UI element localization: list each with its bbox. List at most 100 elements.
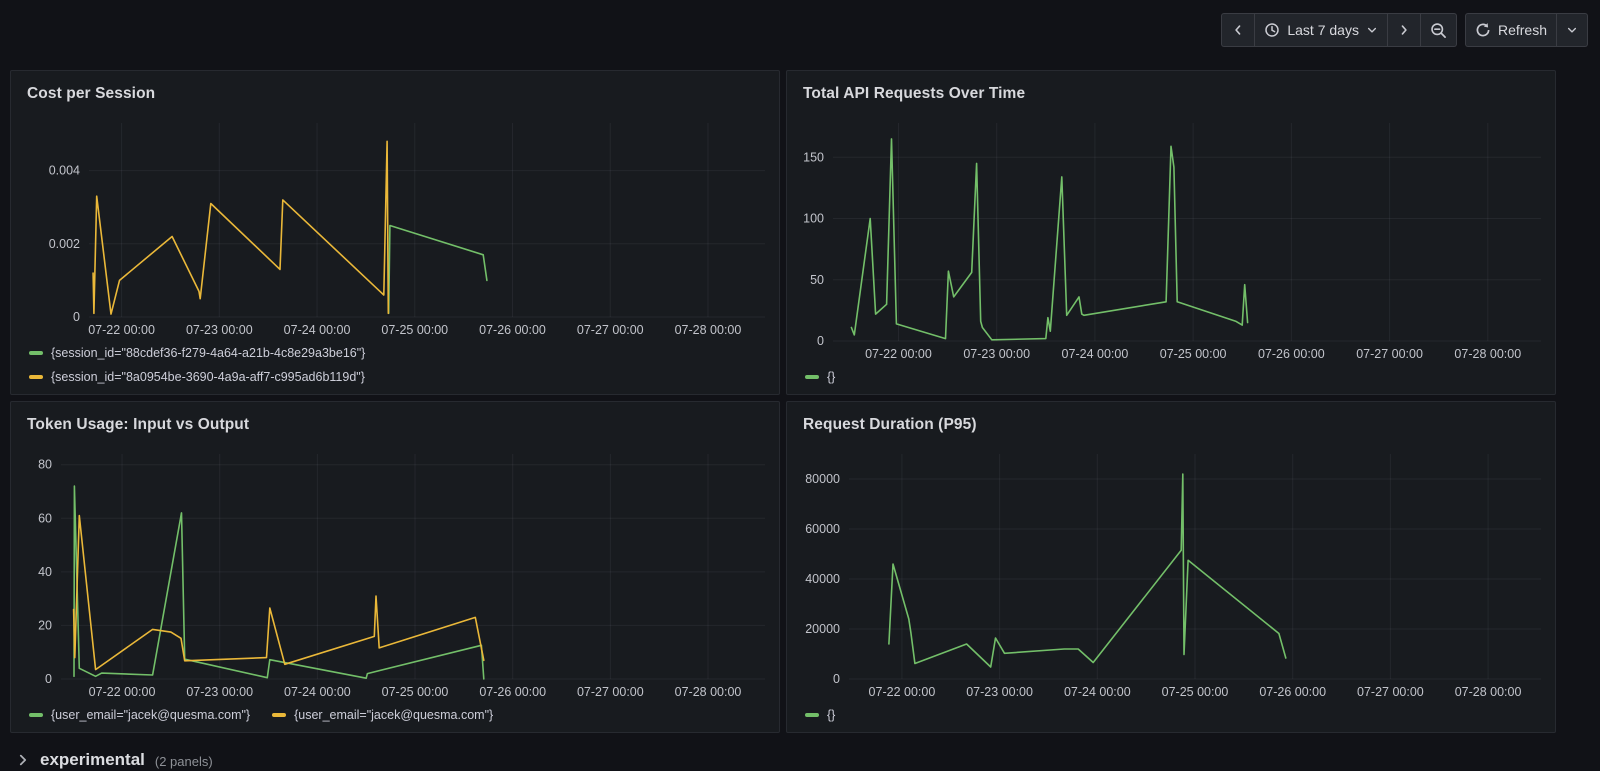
time-range-label: Last 7 days: [1287, 22, 1359, 38]
panel-3: Request Duration (P95) 0 20000 40000 60000 80…: [786, 401, 1556, 733]
chart-area: 0 20 40 60 80 07-22 00:00 07-23 00:00 07-24 00:…: [11, 442, 779, 703]
panel-2: Token Usage: Input vs Output 0 20 40 60 80 07-…: [10, 401, 780, 733]
x-axis-tick-label: 07-24 00:00: [1062, 347, 1129, 361]
chart-canvas[interactable]: 0 20000 40000 60000 80000 07-22 00:00 07-23 00…: [787, 442, 1555, 703]
panel-legend: {session_id="88cdef36-f279-4a64-a21b-4c8…: [11, 341, 779, 394]
series-line: [73, 485, 485, 680]
legend-item[interactable]: {}: [805, 367, 835, 386]
row-expand-chevron-icon: [19, 754, 27, 766]
x-axis-tick-label: 07-25 00:00: [1160, 347, 1227, 361]
chart-area: 0 20000 40000 60000 80000 07-22 00:00 07-23 00…: [787, 442, 1555, 703]
legend-item[interactable]: {user_email="jacek@quesma.com"}: [29, 705, 250, 724]
y-axis-tick-label: 0.002: [49, 237, 80, 251]
x-axis-tick-label: 07-23 00:00: [966, 685, 1033, 699]
x-axis-tick-label: 07-22 00:00: [88, 323, 155, 337]
chevron-right-icon: [1401, 25, 1407, 35]
panel-title[interactable]: Request Duration (P95): [803, 416, 977, 433]
x-axis-tick-label: 07-27 00:00: [577, 685, 644, 699]
legend-item[interactable]: {user_email="jacek@quesma.com"}: [272, 705, 493, 724]
panel-legend: {user_email="jacek@quesma.com"} {user_ema…: [11, 703, 779, 732]
y-axis-tick-label: 60000: [805, 522, 840, 536]
x-axis-tick-label: 07-24 00:00: [284, 685, 351, 699]
legend-series-label: {session_id="8a0954be-3690-4a9a-aff7-c99…: [51, 369, 365, 384]
x-axis-tick-label: 07-26 00:00: [479, 323, 546, 337]
legend-series-label: {session_id="88cdef36-f279-4a64-a21b-4c8…: [51, 345, 366, 360]
x-axis-tick-label: 07-27 00:00: [1357, 685, 1424, 699]
x-axis-tick-label: 07-26 00:00: [1258, 347, 1325, 361]
time-range-picker[interactable]: Last 7 days: [1254, 14, 1387, 46]
x-axis-tick-label: 07-25 00:00: [1162, 685, 1229, 699]
x-axis-tick-label: 07-28 00:00: [675, 685, 742, 699]
panel-header: Total API Requests Over Time: [787, 71, 1555, 111]
refresh-interval-dropdown[interactable]: [1556, 14, 1587, 46]
x-axis-tick-label: 07-27 00:00: [1356, 347, 1423, 361]
series-line: [888, 473, 1287, 668]
x-axis-tick-label: 07-24 00:00: [284, 323, 351, 337]
legend-series-label: {user_email="jacek@quesma.com"}: [51, 707, 251, 722]
chevron-left-icon: [1235, 25, 1241, 35]
series-line: [72, 514, 485, 671]
panel-0: Cost per Session 0 0.002 0.004 07-22 00:00 07…: [10, 70, 780, 395]
legend-item[interactable]: {}: [805, 705, 835, 724]
time-range-group: Last 7 days: [1221, 13, 1457, 47]
panel-title[interactable]: Total API Requests Over Time: [803, 85, 1026, 102]
panel-title[interactable]: Cost per Session: [27, 85, 156, 102]
legend-series-swatch: [805, 712, 819, 717]
panel-title[interactable]: Token Usage: Input vs Output: [27, 416, 250, 433]
x-axis-tick-label: 07-22 00:00: [869, 685, 936, 699]
x-axis-tick-label: 07-23 00:00: [963, 347, 1030, 361]
y-axis-tick-label: 0: [45, 672, 52, 686]
x-axis-tick-label: 07-27 00:00: [577, 323, 644, 337]
legend-series-swatch: [805, 374, 819, 379]
panel-header: Request Duration (P95): [787, 402, 1555, 442]
chart-canvas[interactable]: 0 0.002 0.004 07-22 00:00 07-23 00:00 07-24 0…: [11, 111, 779, 341]
time-controls-toolbar: Last 7 days Refresh: [1221, 13, 1588, 47]
legend-item[interactable]: {session_id="88cdef36-f279-4a64-a21b-4c8…: [29, 343, 779, 362]
refresh-group: Refresh: [1464, 13, 1588, 47]
y-axis-tick-label: 150: [803, 150, 824, 164]
chart-canvas[interactable]: 0 20 40 60 80 07-22 00:00 07-23 00:00 07-24 00:…: [11, 442, 779, 703]
y-axis-tick-label: 50: [810, 273, 824, 287]
y-axis-tick-label: 40: [38, 565, 52, 579]
chevron-down-icon: [1567, 27, 1577, 33]
refresh-label: Refresh: [1497, 22, 1547, 38]
legend-series-swatch: [272, 712, 287, 717]
zoom-out-button[interactable]: [1419, 14, 1456, 46]
zoom-out-icon: [1431, 22, 1446, 38]
x-axis-tick-label: 07-25 00:00: [382, 685, 449, 699]
dashboard-row-experimental[interactable]: experimental (2 panels): [16, 750, 213, 770]
row-panel-count: (2 panels): [154, 754, 213, 769]
y-axis-tick-label: 80: [38, 458, 52, 472]
time-shift-back-button[interactable]: [1222, 14, 1254, 46]
series-line: [387, 224, 488, 315]
x-axis-tick-label: 07-26 00:00: [1259, 685, 1326, 699]
y-axis-tick-label: 100: [803, 212, 824, 226]
series-line: [850, 138, 1249, 341]
legend-series-label: {}: [827, 707, 836, 722]
y-axis-tick-label: 40000: [805, 572, 840, 586]
row-title: experimental: [40, 750, 145, 769]
legend-series-swatch: [29, 374, 43, 379]
panel-legend: {}: [787, 703, 1555, 732]
legend-series-swatch: [29, 712, 43, 717]
legend-series-swatch: [29, 350, 43, 355]
x-axis-tick-label: 07-23 00:00: [186, 685, 253, 699]
panel-header: Cost per Session: [11, 71, 779, 111]
refresh-button[interactable]: Refresh: [1466, 14, 1556, 46]
y-axis-tick-label: 20000: [805, 622, 840, 636]
x-axis-tick-label: 07-25 00:00: [381, 323, 448, 337]
time-shift-forward-button[interactable]: [1386, 14, 1420, 46]
chart-canvas[interactable]: 0 50 100 150 07-22 00:00 07-23 00:00 07-24 00:…: [787, 111, 1555, 365]
legend-item[interactable]: {session_id="8a0954be-3690-4a9a-aff7-c99…: [29, 367, 779, 386]
y-axis-tick-label: 20: [38, 618, 52, 632]
clock-icon: [1265, 23, 1280, 37]
y-axis-tick-label: 0.004: [49, 164, 80, 178]
chart-area: 0 0.002 0.004 07-22 00:00 07-23 00:00 07-24 0…: [11, 111, 779, 341]
y-axis-tick-label: 60: [38, 511, 52, 525]
x-axis-tick-label: 07-28 00:00: [1454, 347, 1521, 361]
panel-legend: {}: [787, 365, 1555, 394]
x-axis-tick-label: 07-28 00:00: [675, 323, 742, 337]
legend-series-label: {user_email="jacek@quesma.com"}: [294, 707, 494, 722]
x-axis-tick-label: 07-28 00:00: [1455, 685, 1522, 699]
